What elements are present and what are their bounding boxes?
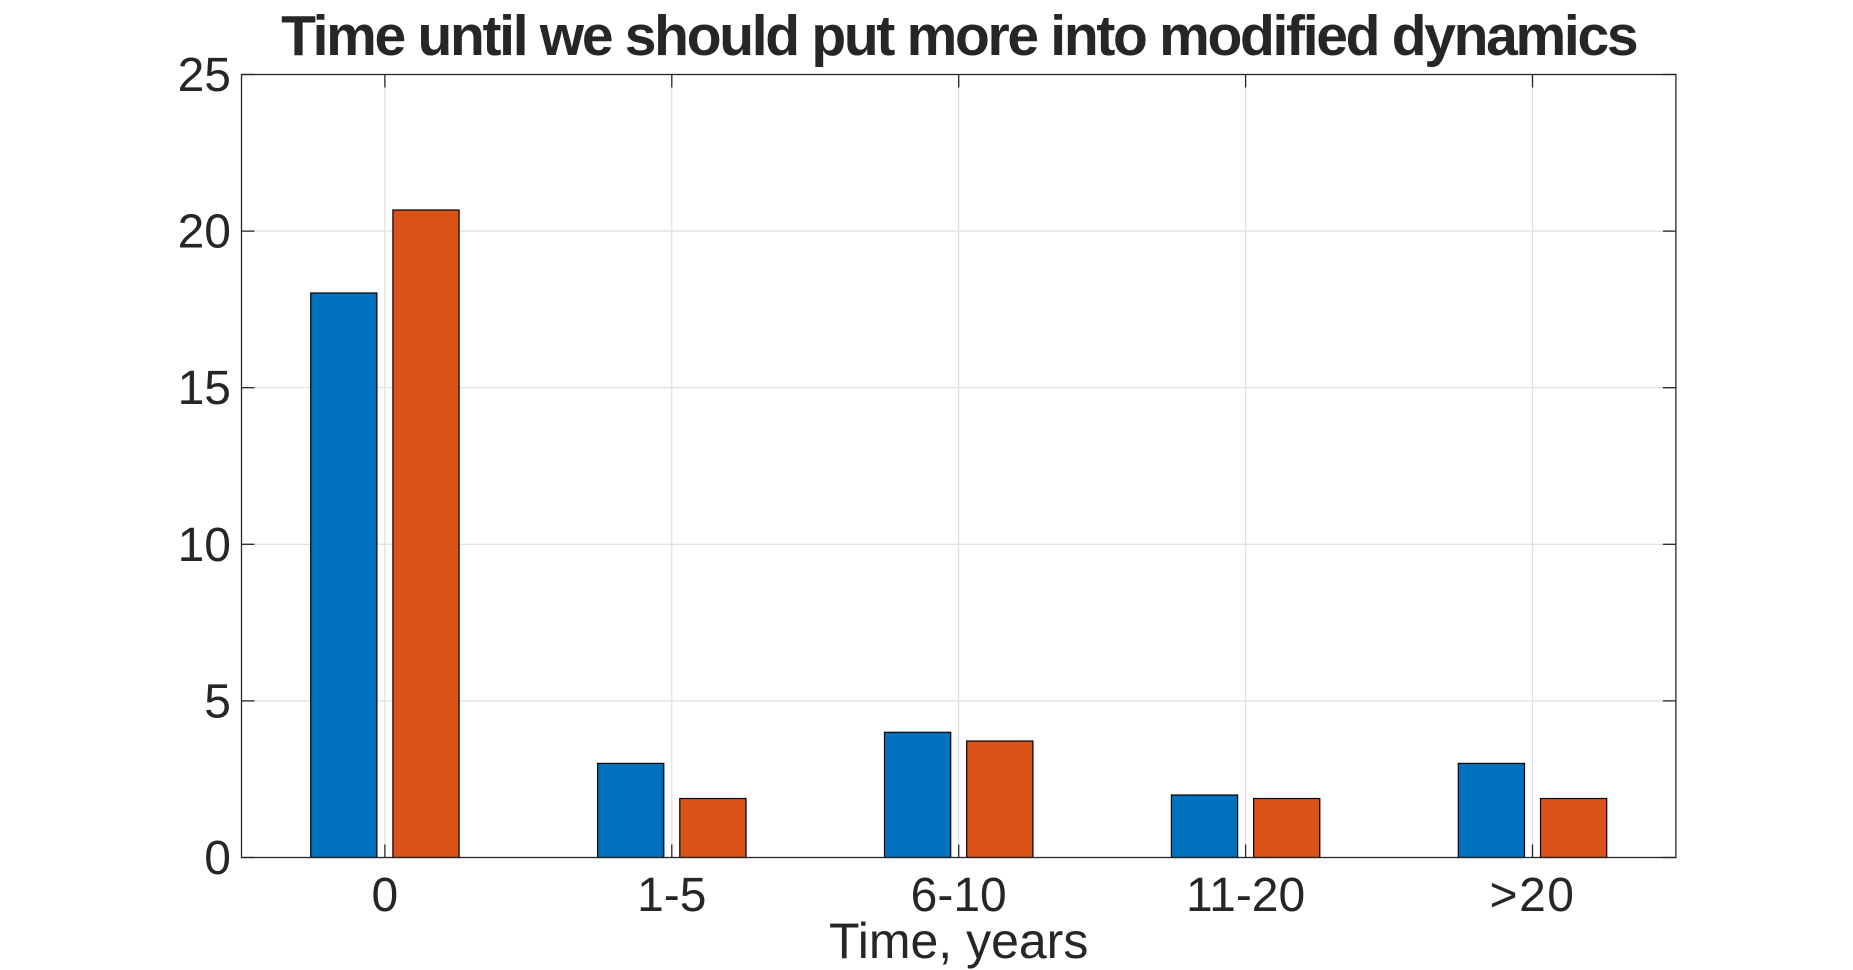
svg-text:Time until we should put more: Time until we should put more into modif… [281,4,1637,68]
svg-text:>20: >20 [1490,869,1576,922]
svg-text:25: 25 [178,49,231,102]
svg-text:5: 5 [204,675,231,728]
svg-text:10: 10 [178,519,231,572]
svg-text:1-5: 1-5 [637,869,706,922]
svg-text:6-10: 6-10 [911,869,1007,922]
svg-text:Time, years: Time, years [829,913,1088,969]
svg-text:15: 15 [178,362,231,415]
svg-text:11-20: 11-20 [1186,869,1305,922]
svg-text:0: 0 [372,869,399,922]
svg-text:0: 0 [204,832,231,885]
svg-text:20: 20 [178,206,231,259]
